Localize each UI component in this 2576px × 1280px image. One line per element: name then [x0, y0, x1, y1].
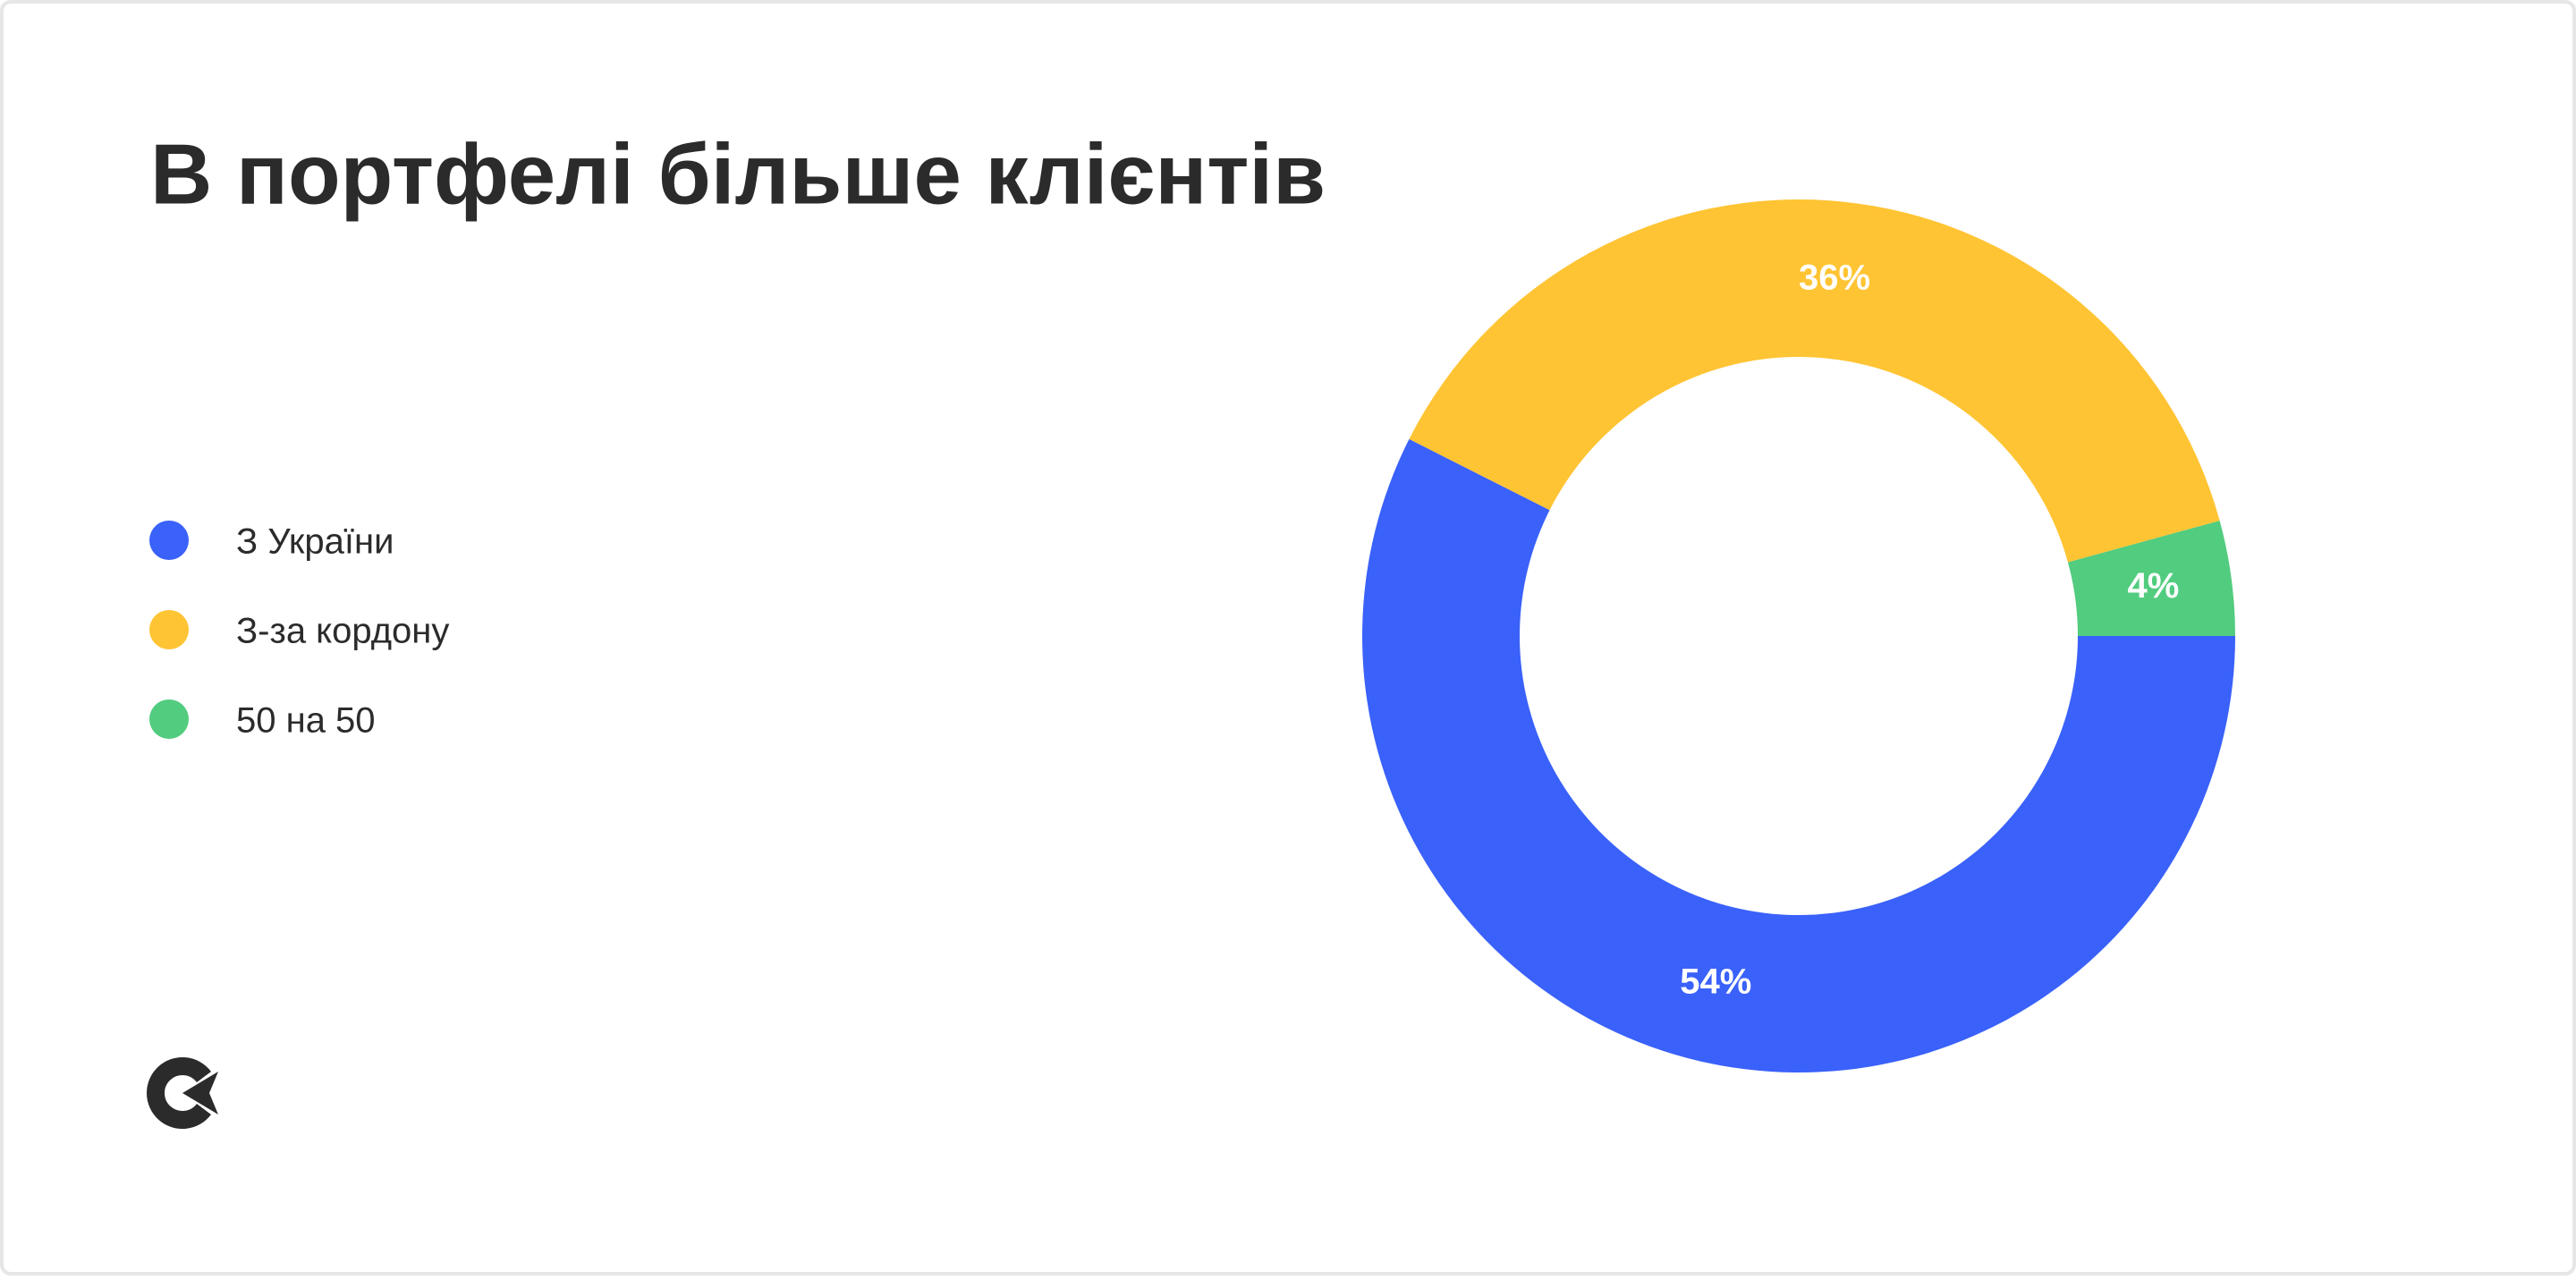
- logo: [147, 1057, 218, 1129]
- donut-segment: [1409, 199, 2220, 563]
- chart-title: В портфелі більше клієнтів: [150, 126, 1326, 222]
- legend-marker: [149, 699, 189, 739]
- donut-segment: [1362, 438, 2235, 1072]
- legend-label: З України: [236, 522, 394, 562]
- legend-marker: [149, 610, 189, 649]
- legend-label: З-за кордону: [236, 612, 449, 651]
- legend-label: 50 на 50: [236, 701, 376, 741]
- data-label: 54%: [1680, 962, 1751, 1002]
- data-label: 4%: [2128, 566, 2180, 606]
- data-label: 36%: [1799, 259, 1870, 298]
- donut-segment: [2067, 521, 2235, 636]
- legend-marker: [149, 521, 189, 560]
